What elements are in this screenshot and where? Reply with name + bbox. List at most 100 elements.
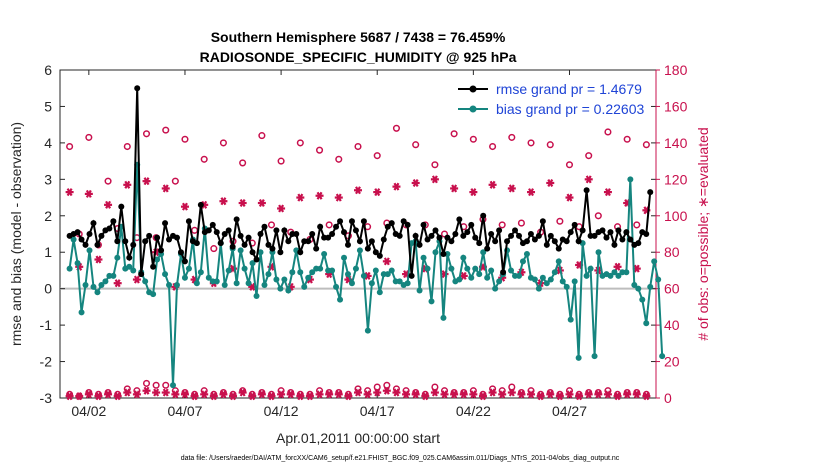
- bias-line-point: [420, 254, 427, 261]
- bias-line-point: [611, 269, 618, 276]
- y-right-tick-label: 0: [664, 390, 672, 406]
- bias-line-point: [197, 269, 204, 276]
- bias-line-point: [301, 283, 308, 290]
- rmse-line-point: [380, 236, 387, 243]
- rmse-line-point: [500, 269, 507, 276]
- rmse-line-point: [225, 227, 232, 234]
- bias-line-point: [170, 382, 177, 389]
- obs-possible-marker: [296, 139, 304, 147]
- bias-line-point: [237, 247, 244, 254]
- y-tick-label: 5: [44, 98, 52, 114]
- obs-evaluated-marker: [402, 390, 411, 399]
- bias-line-point: [233, 280, 240, 287]
- rmse-line-point: [352, 227, 359, 234]
- obs-possible-marker: [508, 133, 516, 141]
- y-right-tick-label: 120: [664, 171, 688, 187]
- rmse-line-point: [615, 227, 622, 234]
- bias-line-point: [82, 282, 89, 289]
- bias-line-point: [432, 249, 439, 256]
- y-right-tick-label: 40: [664, 317, 680, 333]
- bias-line-point: [643, 320, 650, 327]
- rmse-line-point: [647, 189, 654, 196]
- obs-possible-marker: [440, 230, 449, 238]
- rmse-line-point: [356, 238, 363, 245]
- rmse-line-point: [249, 249, 256, 256]
- bias-line-point: [396, 278, 403, 285]
- rmse-line-point: [436, 234, 443, 241]
- obs-evaluated-marker: [104, 200, 113, 209]
- bias-line-point: [543, 280, 550, 287]
- rmse-line-point: [166, 236, 173, 243]
- x-tick-label: 04/12: [264, 403, 299, 419]
- obs-possible-marker: [373, 152, 381, 160]
- bias-line-point: [595, 249, 602, 256]
- obs-evaluated-marker: [536, 392, 545, 401]
- bias-line-point: [567, 316, 574, 323]
- obs-possible-marker: [66, 142, 74, 151]
- bias-line-point: [193, 280, 200, 287]
- rmse-line-point: [420, 221, 427, 228]
- rmse-line-point: [496, 227, 503, 234]
- bias-line-point: [281, 276, 288, 283]
- bias-line-point: [285, 287, 292, 294]
- bias-line-point: [309, 269, 316, 276]
- rmse-line-point: [110, 218, 117, 225]
- rmse-line-point: [329, 231, 336, 237]
- bias-line-point: [94, 289, 101, 296]
- rmse-line-point: [313, 245, 320, 252]
- bias-line-point: [476, 271, 483, 278]
- obs-evaluated-marker: [421, 392, 430, 401]
- obs-possible-marker: [556, 217, 564, 225]
- obs-evaluated-marker: [354, 186, 362, 195]
- bias-line-point: [205, 274, 212, 281]
- bias-line-point: [321, 251, 328, 258]
- obs-evaluated-marker: [382, 386, 391, 395]
- rmse-line-point: [344, 241, 351, 248]
- rmse-line-point: [424, 236, 431, 243]
- obs-evaluated-marker: [584, 175, 593, 184]
- rmse-line-point: [376, 252, 383, 259]
- rmse-line-point: [122, 238, 129, 245]
- bias-line-point: [440, 314, 447, 321]
- bias-line-point: [496, 278, 503, 285]
- bias-line-point: [539, 274, 546, 281]
- obs-possible-marker: [642, 141, 650, 149]
- rmse-line-point: [571, 221, 578, 228]
- obs-possible-marker: [335, 155, 343, 163]
- obs-possible-marker: [219, 139, 227, 147]
- rmse-line-point: [555, 245, 562, 252]
- rmse-line-point: [563, 238, 570, 245]
- y-right-tick-label: 160: [664, 98, 688, 114]
- rmse-line-point: [94, 241, 101, 248]
- rmse-line-point: [146, 232, 153, 239]
- obs-evaluated-marker: [459, 390, 468, 399]
- x-tick-label: 04/22: [456, 403, 491, 419]
- obs-evaluated-marker: [325, 390, 334, 399]
- obs-possible-marker: [565, 161, 574, 169]
- rmse-line-point: [515, 232, 522, 239]
- rmse-line-point: [130, 241, 137, 248]
- obs-evaluated-marker: [392, 182, 401, 191]
- y-right-tick-label: 140: [664, 135, 688, 151]
- rmse-line-point: [142, 238, 149, 245]
- bias-line-point: [515, 272, 522, 279]
- obs-possible-marker: [585, 152, 593, 160]
- rmse-line-point: [333, 223, 340, 230]
- rmse-line-point: [98, 232, 105, 239]
- bias-line-point: [74, 260, 81, 267]
- rmse-line-point: [551, 238, 558, 245]
- rmse-line-point: [126, 254, 133, 261]
- obs-evaluated-marker: [277, 390, 286, 399]
- obs-evaluated-marker: [507, 184, 516, 193]
- bias-line-point: [508, 267, 515, 274]
- obs-possible-marker: [258, 132, 266, 140]
- obs-evaluated-marker: [123, 388, 132, 397]
- bias-line-point: [635, 285, 642, 292]
- bias-line-point: [360, 272, 367, 279]
- obs-possible-marker: [527, 139, 535, 147]
- obs-evaluated-marker: [555, 392, 564, 401]
- rmse-line-point: [412, 232, 419, 239]
- bias-line-point: [337, 296, 344, 303]
- rmse-line-point: [527, 231, 534, 237]
- obs-evaluated-marker: [180, 390, 189, 399]
